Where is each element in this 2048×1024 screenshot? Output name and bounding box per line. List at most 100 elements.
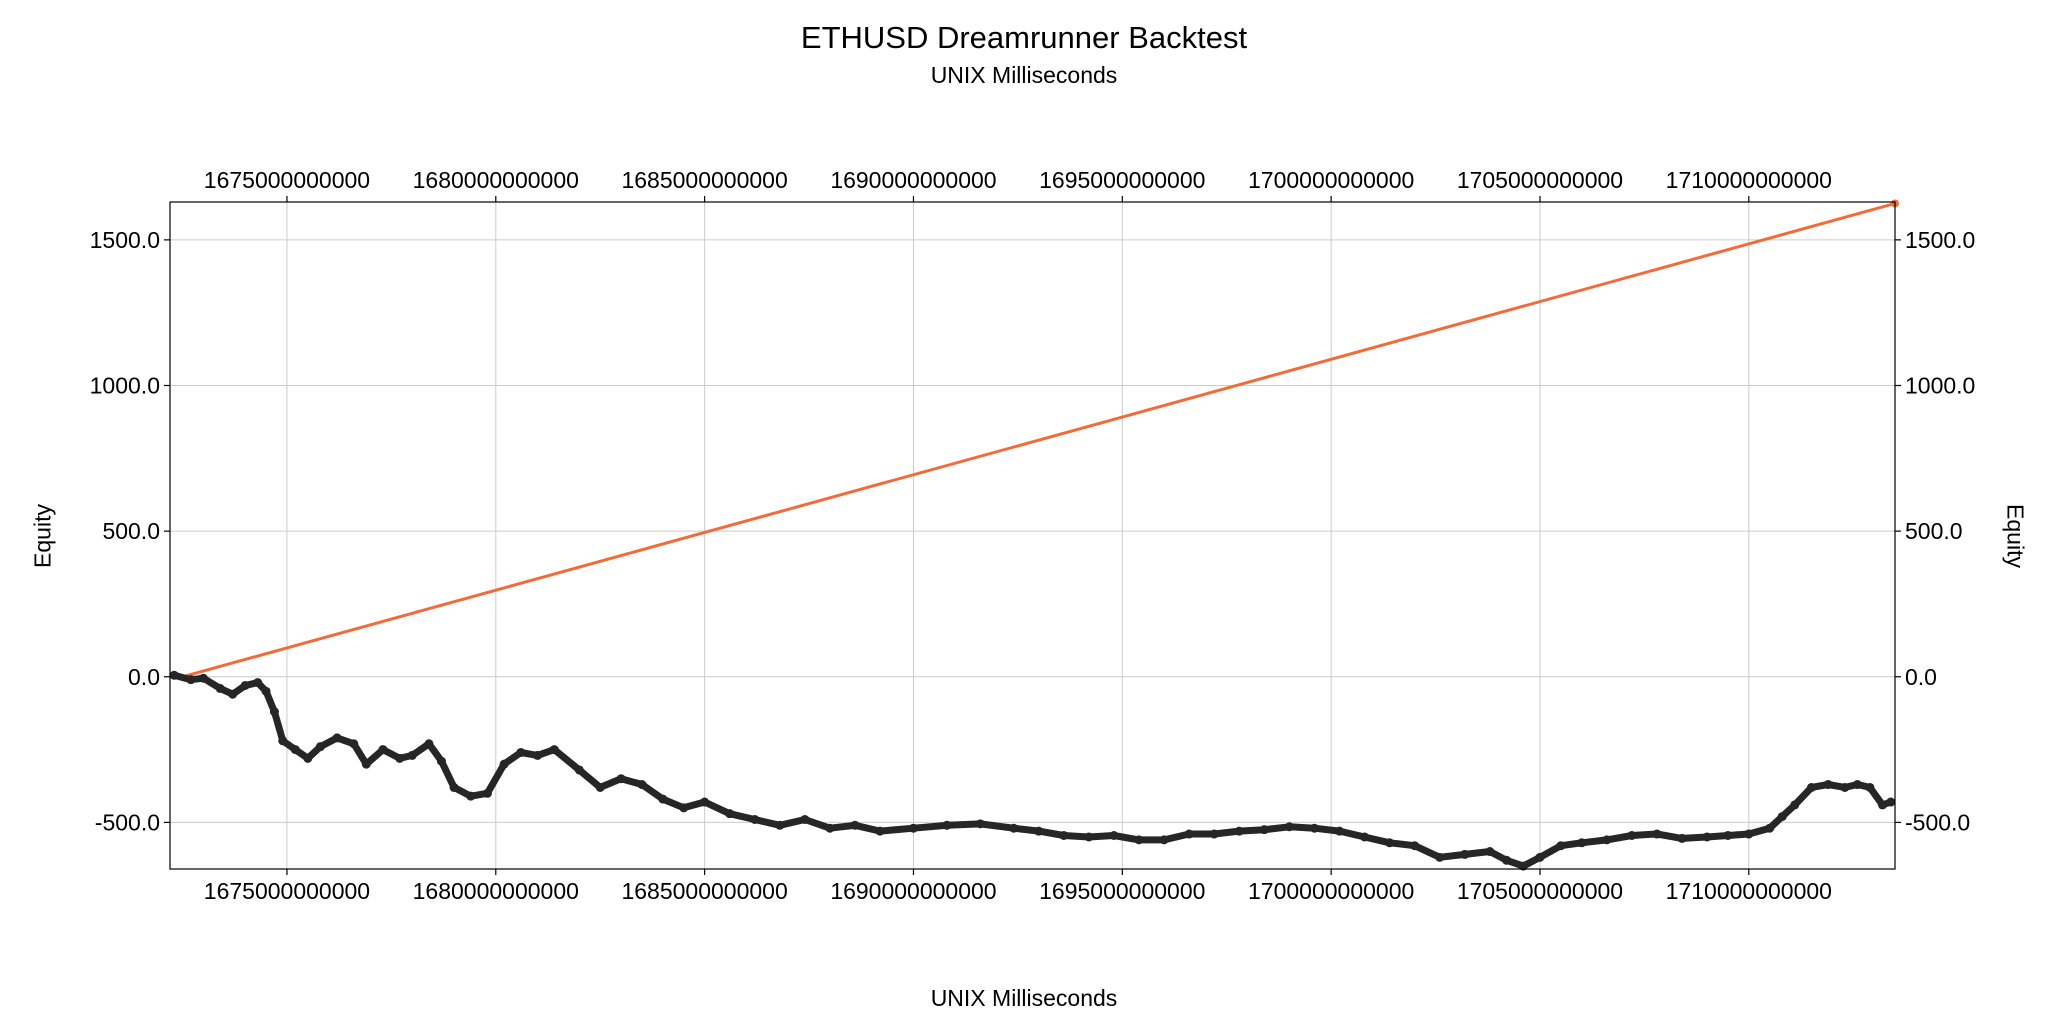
equity-point xyxy=(725,809,735,819)
equity-point xyxy=(1410,841,1420,851)
equity-point xyxy=(637,780,647,790)
equity-point xyxy=(466,791,476,801)
x-tick-label-top: 1705000000000 xyxy=(1457,167,1623,193)
equity-point xyxy=(1502,855,1512,865)
y-tick-label-left: 500.0 xyxy=(102,518,160,544)
equity-point xyxy=(1435,852,1445,862)
x-tick-label-top: 1695000000000 xyxy=(1039,167,1205,193)
equity-point xyxy=(1360,832,1370,842)
equity-point xyxy=(482,788,492,798)
x-tick-label-bottom: 1690000000000 xyxy=(830,878,996,904)
x-tick-label-bottom: 1710000000000 xyxy=(1666,878,1832,904)
y-tick-label-left: 0.0 xyxy=(128,664,160,690)
equity-point xyxy=(679,803,689,813)
equity-point xyxy=(261,686,271,696)
equity-point xyxy=(361,759,371,769)
equity-point xyxy=(424,739,434,749)
equity-point xyxy=(395,753,405,763)
equity-point xyxy=(1485,847,1495,857)
equity-point xyxy=(825,823,835,833)
equity-point xyxy=(1790,800,1800,810)
equity-point xyxy=(750,814,760,824)
equity-point xyxy=(533,750,543,760)
equity-point xyxy=(1134,835,1144,845)
equity-point xyxy=(1886,797,1896,807)
equity-point xyxy=(1084,832,1094,842)
x-tick-label-top: 1690000000000 xyxy=(830,167,996,193)
equity-point xyxy=(1677,833,1687,843)
equity-point xyxy=(1556,841,1566,851)
equity-point xyxy=(850,820,860,830)
equity-point xyxy=(1840,782,1850,792)
equity-point xyxy=(240,681,250,691)
equity-point xyxy=(228,689,238,699)
equity-point xyxy=(1702,832,1712,842)
equity-point xyxy=(1284,822,1294,832)
equity-point xyxy=(378,745,388,755)
equity-point xyxy=(1765,823,1775,833)
equity-point xyxy=(303,753,313,763)
equity-point xyxy=(332,733,342,743)
equity-point xyxy=(499,759,509,769)
x-tick-label-bottom: 1700000000000 xyxy=(1248,878,1414,904)
x-tick-label-bottom: 1685000000000 xyxy=(621,878,787,904)
equity-point xyxy=(198,673,208,683)
y-tick-label-left: -500.0 xyxy=(95,809,160,835)
equity-point xyxy=(1877,800,1887,810)
equity-point xyxy=(1806,782,1816,792)
equity-point xyxy=(1184,829,1194,839)
equity-point xyxy=(658,794,668,804)
equity-point xyxy=(290,745,300,755)
y-tick-label-right: 1000.0 xyxy=(1905,372,1975,398)
equity-point xyxy=(1602,835,1612,845)
y-tick-label-right: 500.0 xyxy=(1905,518,1963,544)
y-tick-label-left: 1500.0 xyxy=(90,227,160,253)
equity-point xyxy=(215,683,225,693)
equity-point xyxy=(1652,829,1662,839)
equity-point xyxy=(269,707,279,717)
equity-point xyxy=(875,826,885,836)
x-tick-label-bottom: 1680000000000 xyxy=(413,878,579,904)
equity-point xyxy=(516,747,526,757)
x-tick-label-top: 1700000000000 xyxy=(1248,167,1414,193)
equity-point xyxy=(800,814,810,824)
equity-point xyxy=(908,823,918,833)
y-tick-label-right: 1500.0 xyxy=(1905,227,1975,253)
equity-point xyxy=(595,782,605,792)
chart-series xyxy=(169,199,1899,871)
chart-subtitle: UNIX Milliseconds xyxy=(930,62,1118,88)
plot-frame xyxy=(169,201,1896,870)
equity-point xyxy=(1159,835,1169,845)
equity-point xyxy=(1865,782,1875,792)
equity-point xyxy=(1334,826,1344,836)
equity-point xyxy=(1209,829,1219,839)
equity-point xyxy=(278,736,288,746)
chart-title: ETHUSD Dreamrunner Backtest xyxy=(800,20,1248,55)
equity-point xyxy=(1009,823,1019,833)
x-tick-label-bottom: 1705000000000 xyxy=(1457,878,1623,904)
equity-point xyxy=(407,750,417,760)
x-tick-label-top: 1680000000000 xyxy=(413,167,579,193)
x-tick-label-top: 1675000000000 xyxy=(204,167,370,193)
equity-point xyxy=(1234,826,1244,836)
axis-ticks: 1675000000000 1675000000000 1680000000000 1… xyxy=(90,167,1976,904)
x-tick-label-bottom: 1695000000000 xyxy=(1039,878,1205,904)
equity-point xyxy=(349,739,359,749)
equity-point xyxy=(1852,780,1862,790)
y-tick-label-left: 1000.0 xyxy=(90,372,160,398)
equity-point xyxy=(549,745,559,755)
equity-point xyxy=(1460,849,1470,859)
equity-point xyxy=(1744,829,1754,839)
equity-point xyxy=(942,820,952,830)
equity-point xyxy=(1823,780,1833,790)
x-tick-label-top: 1710000000000 xyxy=(1666,167,1832,193)
equity-point xyxy=(1385,838,1395,848)
equity-point xyxy=(1535,852,1545,862)
equity-point xyxy=(616,774,626,784)
equity-point xyxy=(1777,812,1787,822)
equity-point xyxy=(436,756,446,766)
equity-point xyxy=(1577,838,1587,848)
equity-point xyxy=(1627,831,1637,841)
equity-point xyxy=(1259,825,1269,835)
